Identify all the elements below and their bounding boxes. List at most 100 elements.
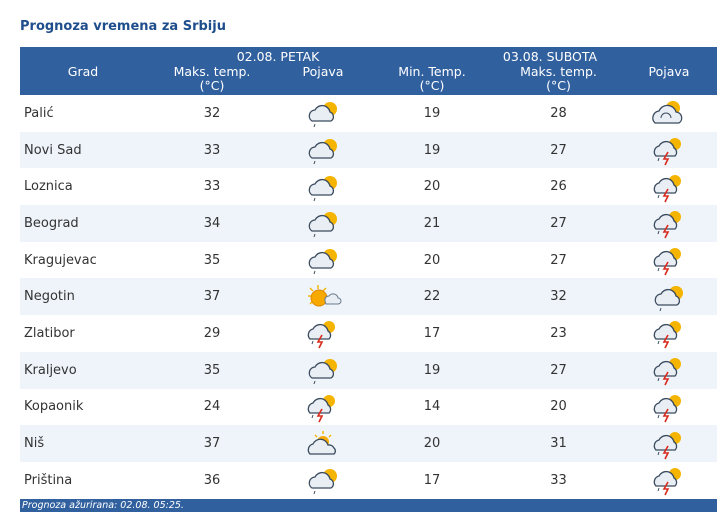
col-max1-header: Maks. temp. [173, 64, 251, 79]
partly-cloudy-rain-icon [303, 464, 343, 496]
max-temp-day1: 29 [203, 325, 221, 341]
col-min2-header: Min. Temp. [398, 64, 466, 79]
weather-day2 [621, 389, 717, 426]
thunderstorm-icon [649, 391, 689, 423]
min-temp-day2: 19 [423, 362, 441, 378]
max-temp-day1: 37 [203, 289, 221, 305]
table-row: Kraljevo 35 19 27 [20, 351, 717, 389]
min-temp-day2: 17 [423, 325, 441, 341]
weather-day1 [278, 242, 368, 279]
thunderstorm-icon [649, 244, 689, 276]
city-name: Kopaonik [24, 399, 84, 415]
page-title: Prognoza vremena za Srbiju [20, 19, 226, 34]
col-icon1-header: Pojava [302, 64, 344, 79]
weather-day2 [621, 462, 717, 499]
city-name: Novi Sad [24, 142, 82, 158]
weather-day1 [278, 95, 368, 132]
max-temp-day2: 27 [550, 362, 567, 378]
day2-label: 03.08. SUBOTA [502, 49, 598, 64]
weather-day1 [278, 278, 368, 315]
weather-day1 [278, 132, 368, 169]
thunderstorm-icon [649, 428, 689, 460]
max-temp-day2: 23 [550, 325, 567, 341]
max-temp-day1: 33 [203, 179, 221, 195]
city-name: Negotin [24, 289, 75, 305]
table-row: Loznica 33 20 26 [20, 168, 717, 206]
sun-behind-cloud-icon [303, 428, 343, 460]
table-row: Niš 37 20 31 [20, 425, 717, 462]
weather-day2 [621, 425, 717, 462]
table-row: Negotin 37 22 32 [20, 278, 717, 316]
max-temp-day2: 31 [550, 436, 567, 452]
day1-label: 02.08. PETAK [236, 49, 320, 64]
col-icon2-header: Pojava [648, 64, 690, 79]
partly-cloudy-icon [649, 97, 689, 129]
max-temp-day1: 34 [203, 215, 221, 231]
weather-day2 [621, 242, 717, 279]
min-temp-day2: 20 [423, 436, 441, 452]
partly-cloudy-rain-icon [303, 97, 343, 129]
col-min2-unit: (°C) [419, 78, 445, 93]
thunderstorm-icon [303, 317, 343, 349]
max-temp-day2: 20 [550, 399, 567, 415]
city-name: Zlatibor [24, 325, 75, 341]
table-row: Palić 32 19 28 [20, 95, 717, 132]
weather-day1 [278, 425, 368, 462]
partly-cloudy-rain-icon [303, 354, 343, 386]
weather-day1 [278, 168, 368, 205]
weather-day1 [278, 389, 368, 426]
partly-cloudy-rain-icon [303, 134, 343, 166]
min-temp-day2: 22 [423, 289, 441, 305]
max-temp-day1: 32 [203, 105, 221, 121]
weather-day2 [621, 205, 717, 242]
thunderstorm-icon [649, 317, 689, 349]
weather-day2 [621, 278, 717, 315]
table-row: Zlatibor 29 17 23 [20, 315, 717, 352]
forecast-table: 02.08. PETAK 03.08. SUBOTA Grad Maks. te… [20, 47, 717, 512]
weather-day2 [621, 132, 717, 169]
city-name: Kragujevac [24, 252, 97, 268]
weather-day1 [278, 315, 368, 352]
weather-day2 [621, 315, 717, 352]
thunderstorm-icon [649, 207, 689, 239]
min-temp-day2: 20 [423, 179, 441, 195]
max-temp-day1: 35 [203, 252, 221, 268]
max-temp-day2: 33 [550, 472, 567, 488]
table-row: Kragujevac 35 20 27 [20, 241, 717, 279]
min-temp-day2: 21 [423, 215, 441, 231]
thunderstorm-icon [649, 171, 689, 203]
table-body: Palić 32 19 28 Novi Sad 33 19 27 Loznica 33 20 26 Be… [20, 95, 717, 499]
table-row: Beograd 34 21 27 [20, 205, 717, 242]
min-temp-day2: 19 [423, 142, 441, 158]
max-temp-day1: 37 [203, 436, 221, 452]
min-temp-day2: 17 [423, 472, 441, 488]
min-temp-day2: 20 [423, 252, 441, 268]
partly-cloudy-rain-icon [303, 171, 343, 203]
col-city-header: Grad [67, 64, 99, 79]
partly-cloudy-rain-icon [649, 281, 689, 313]
city-name: Niš [24, 436, 45, 452]
partly-cloudy-rain-icon [303, 207, 343, 239]
city-name: Loznica [24, 179, 73, 195]
table-header: 02.08. PETAK 03.08. SUBOTA Grad Maks. te… [20, 47, 717, 95]
max-temp-day1: 24 [203, 399, 221, 415]
weather-day1 [278, 462, 368, 499]
city-name: Kraljevo [24, 362, 77, 378]
max-temp-day2: 28 [550, 105, 567, 121]
max-temp-day2: 32 [550, 289, 567, 305]
weather-day2 [621, 168, 717, 205]
thunderstorm-icon [649, 354, 689, 386]
max-temp-day2: 27 [550, 215, 567, 231]
city-name: Palić [24, 105, 54, 121]
partly-cloudy-rain-icon [303, 244, 343, 276]
city-name: Priština [24, 472, 73, 488]
max-temp-day2: 27 [550, 142, 567, 158]
city-name: Beograd [24, 215, 79, 231]
thunderstorm-icon [649, 134, 689, 166]
thunderstorm-icon [649, 464, 689, 496]
weather-day1 [278, 205, 368, 242]
max-temp-day1: 35 [203, 362, 221, 378]
max-temp-day1: 36 [203, 472, 221, 488]
max-temp-day2: 26 [550, 179, 567, 195]
weather-day2 [621, 352, 717, 389]
